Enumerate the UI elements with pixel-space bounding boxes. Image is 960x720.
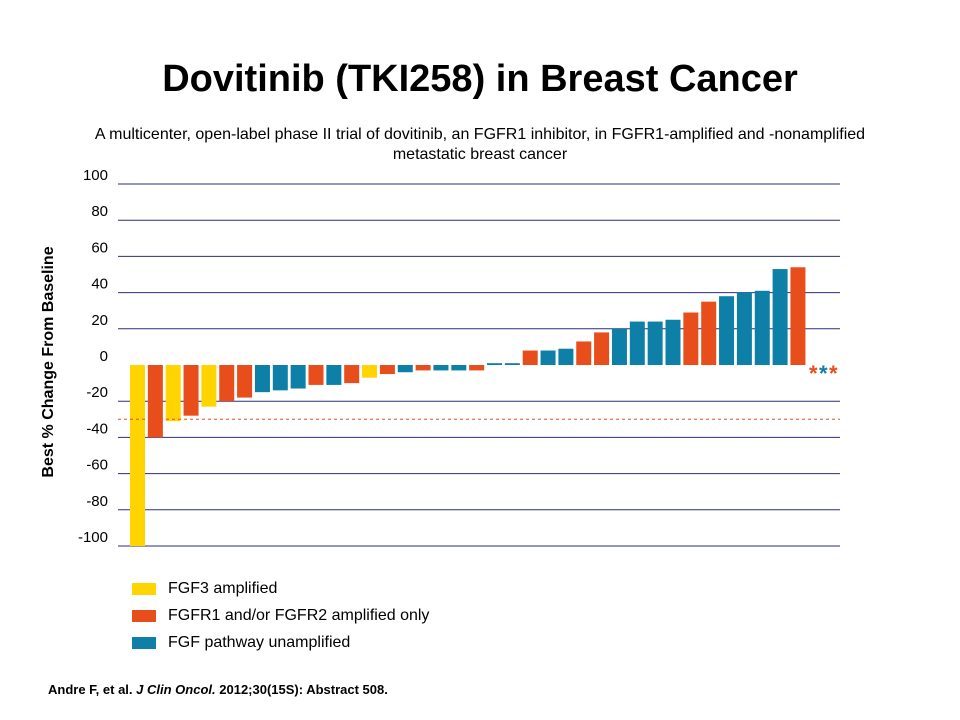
bar xyxy=(397,365,413,373)
legend-label: FGF pathway unamplified xyxy=(168,634,351,651)
y-tick-label: 0 xyxy=(100,348,108,365)
bar xyxy=(683,312,699,365)
bar xyxy=(701,301,717,365)
bar xyxy=(415,365,431,371)
bar xyxy=(344,365,360,384)
asterisk-marker: * xyxy=(809,361,818,386)
asterisk-marker: * xyxy=(819,361,828,386)
citation: Andre F, et al. J Clin Oncol. 2012;30(15… xyxy=(48,682,388,697)
bar xyxy=(326,365,342,385)
y-tick-label: -40 xyxy=(86,420,108,437)
legend-swatch xyxy=(132,637,156,649)
bar xyxy=(772,269,788,365)
bar xyxy=(611,328,627,365)
bar xyxy=(433,365,449,371)
y-tick-label: -100 xyxy=(78,529,108,546)
bar xyxy=(754,290,770,365)
citation-authors: Andre F, et al. xyxy=(48,682,133,697)
bar xyxy=(647,321,663,365)
bar xyxy=(522,350,538,365)
bar xyxy=(272,365,288,391)
bar xyxy=(594,332,610,365)
slide-subtitle: A multicenter, open-label phase II trial… xyxy=(94,126,866,163)
bar xyxy=(736,292,752,365)
bar xyxy=(147,365,163,438)
y-tick-label: 80 xyxy=(91,203,108,220)
bar xyxy=(719,296,735,365)
bar xyxy=(237,365,253,398)
y-tick-label: 20 xyxy=(91,312,108,329)
bar xyxy=(504,363,520,365)
legend-label: FGF3 amplified xyxy=(168,580,278,597)
bar xyxy=(487,363,502,365)
bar xyxy=(201,365,217,407)
legend-swatch xyxy=(132,610,156,622)
bar xyxy=(665,319,681,365)
y-tick-labels: 100 80 60 40 20 0 -20 -40 -60 -80 -100 xyxy=(78,167,108,546)
bar xyxy=(362,365,378,378)
bar xyxy=(165,365,181,422)
bar xyxy=(790,267,806,365)
bar xyxy=(469,365,485,371)
bar xyxy=(576,341,592,365)
bars xyxy=(130,267,806,546)
y-tick-label: 60 xyxy=(91,239,108,256)
citation-details: 2012;30(15S): Abstract 508. xyxy=(219,682,388,697)
bar xyxy=(183,365,199,416)
y-tick-label: -20 xyxy=(86,384,108,401)
bar xyxy=(219,365,235,402)
y-tick-label: -80 xyxy=(86,493,108,510)
bar xyxy=(629,321,645,365)
legend-label: FGFR1 and/or FGFR2 amplified only xyxy=(168,607,430,624)
bar xyxy=(379,365,395,375)
legend-swatch xyxy=(132,583,156,595)
bar xyxy=(540,350,556,365)
citation-journal: J Clin Oncol. xyxy=(136,682,216,697)
bar xyxy=(254,365,270,393)
asterisk-markers: * * * xyxy=(809,361,838,386)
bar xyxy=(451,365,467,371)
y-tick-label: 40 xyxy=(91,276,108,293)
y-axis-label: Best % Change From Baseline xyxy=(40,246,57,477)
asterisk-marker: * xyxy=(829,361,838,386)
y-tick-label: -60 xyxy=(86,457,108,474)
bar xyxy=(308,365,324,385)
bar xyxy=(130,365,145,546)
bar xyxy=(558,348,574,365)
slide-title: Dovitinib (TKI258) in Breast Cancer xyxy=(162,58,798,100)
bar xyxy=(290,365,306,389)
y-tick-label: 100 xyxy=(83,167,108,184)
